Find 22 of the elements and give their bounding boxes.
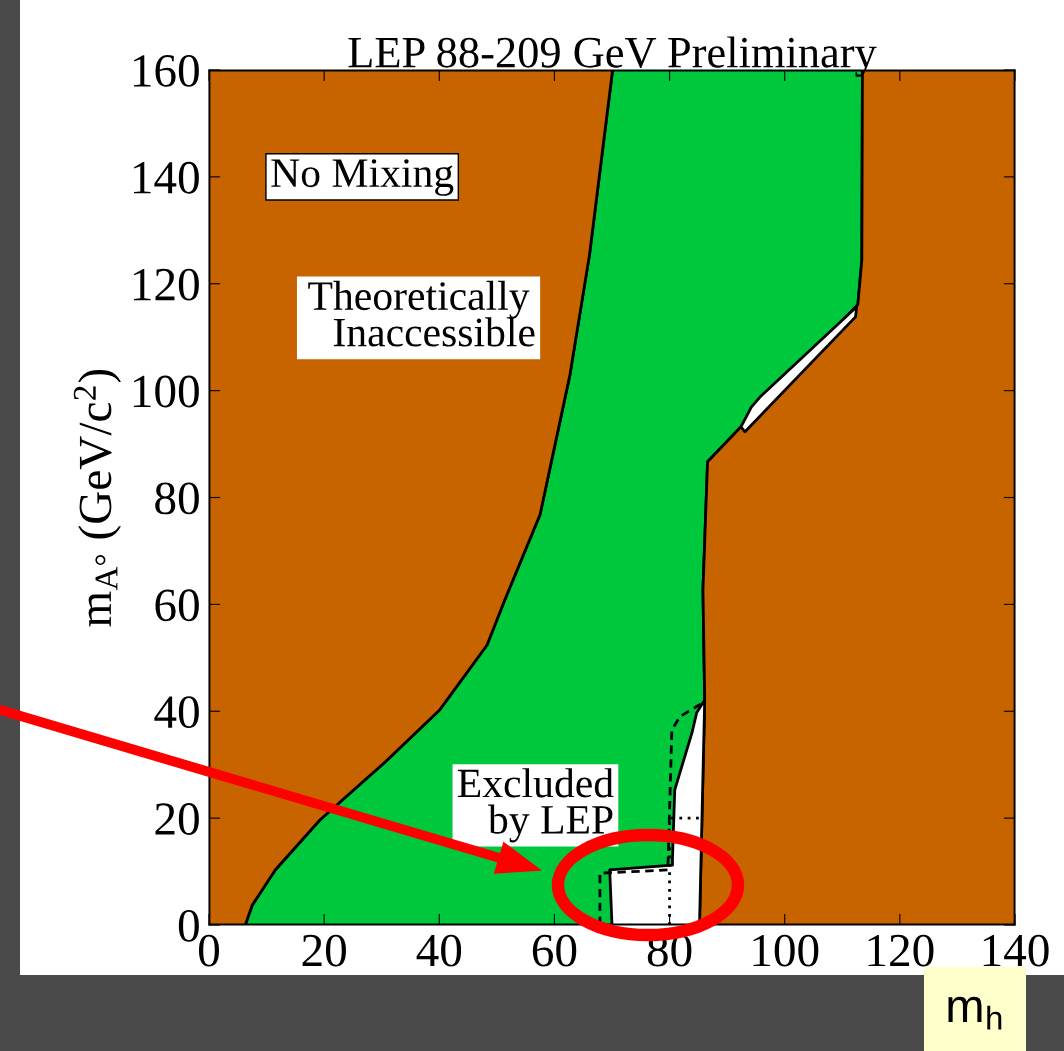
x-tick-label: 100 — [753, 934, 819, 967]
x-tick-label: 20 — [302, 934, 346, 967]
y-tick-label: 100 — [133, 375, 199, 408]
y-tick-label: 120 — [133, 268, 199, 301]
y-tick-label: 20 — [155, 803, 199, 835]
x-tick-label: 40 — [416, 934, 462, 967]
annotation: No Mixing — [271, 159, 454, 196]
y-axis-title: m$_{A°}$ (GeV/c$^{2}$) — [73, 369, 121, 627]
chart-title: LEP 88-209 GeV Preliminary — [348, 36, 877, 77]
x-tick-label: 0 — [198, 934, 220, 967]
annotation: Excluded by LEP — [457, 768, 614, 843]
annotation: Theoretically Inaccessible — [308, 280, 535, 347]
x-tick-label: 140 — [983, 934, 1049, 967]
x-tick-label: 60 — [532, 934, 577, 967]
x-axis-title: m$_{h}$ — [948, 996, 1002, 1030]
y-tick-label: 0 — [178, 909, 199, 942]
y-tick-label: 40 — [154, 696, 199, 729]
x-tick-label: 120 — [868, 934, 934, 967]
y-tick-label: 160 — [133, 54, 199, 87]
y-tick-label: 140 — [133, 161, 199, 194]
y-tick-label: 60 — [155, 589, 199, 622]
y-tick-label: 80 — [155, 482, 199, 515]
